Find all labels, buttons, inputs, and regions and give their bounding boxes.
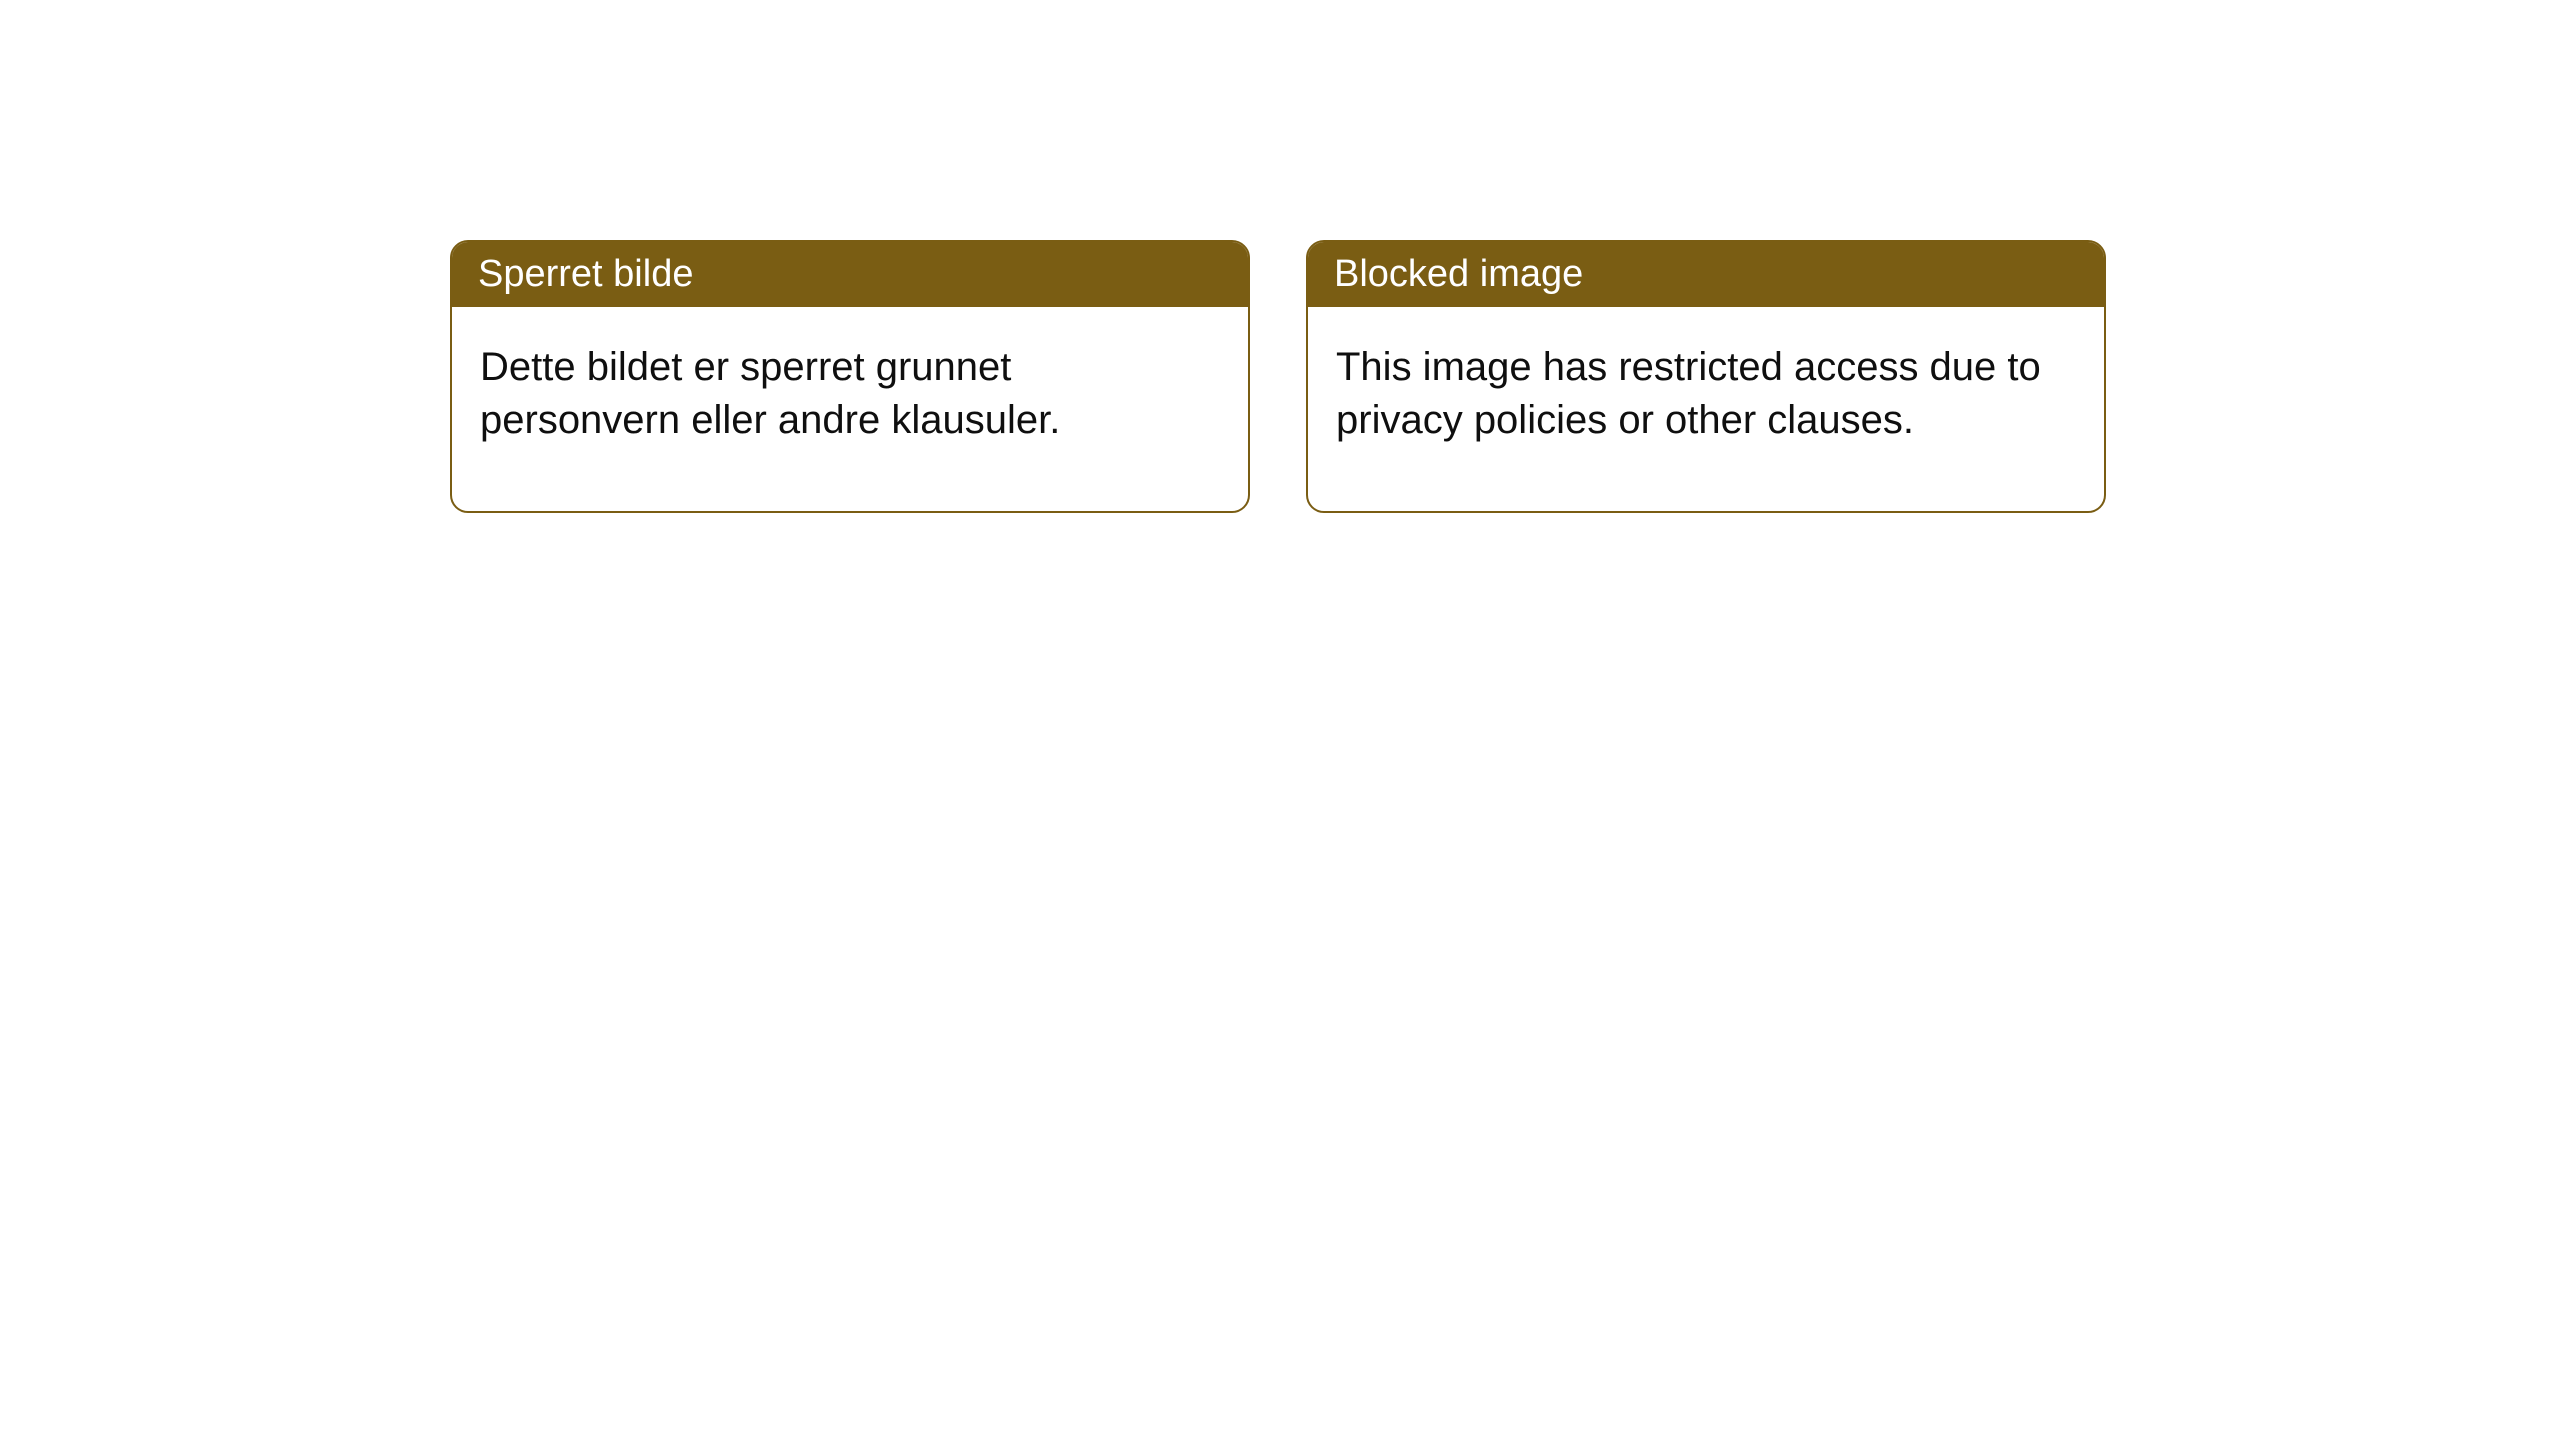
notice-card-body: This image has restricted access due to … [1308,307,2104,511]
notice-card-title: Blocked image [1308,242,2104,307]
notice-card-norwegian: Sperret bilde Dette bildet er sperret gr… [450,240,1250,513]
notice-card-english: Blocked image This image has restricted … [1306,240,2106,513]
notice-container: Sperret bilde Dette bildet er sperret gr… [450,240,2106,513]
notice-card-title: Sperret bilde [452,242,1248,307]
notice-card-body: Dette bildet er sperret grunnet personve… [452,307,1248,511]
